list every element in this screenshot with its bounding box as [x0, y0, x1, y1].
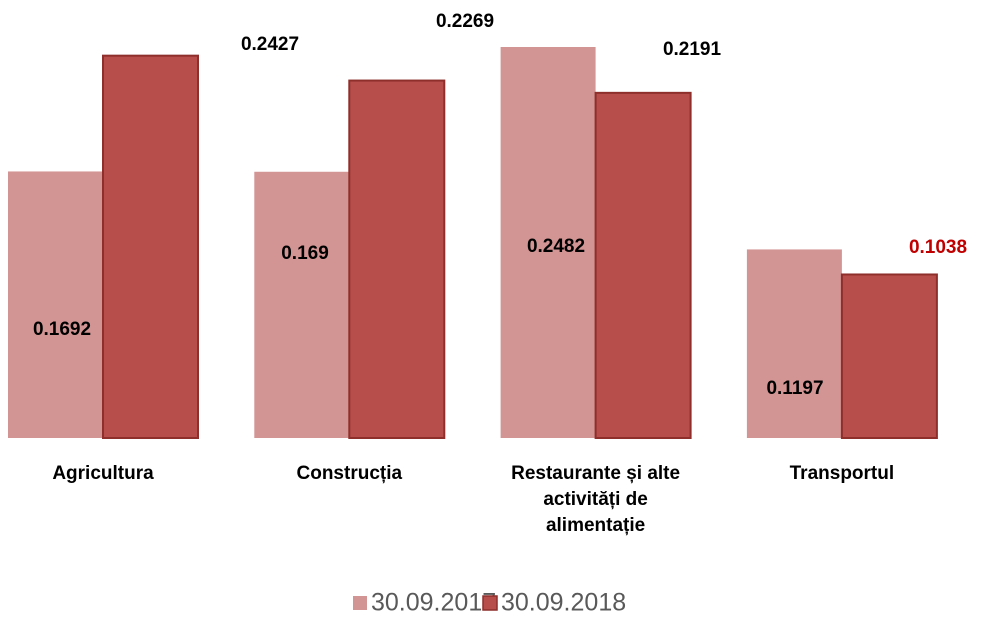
value-label: 0.1692 — [33, 319, 91, 340]
legend-label: 30.09.2018 — [501, 589, 626, 617]
value-label: 0.1197 — [766, 378, 823, 399]
bar — [348, 79, 446, 439]
value-label: 0.169 — [281, 243, 329, 264]
value-label: 0.2482 — [527, 236, 585, 257]
value-label: 0.2427 — [241, 34, 299, 55]
bar — [8, 171, 103, 438]
bar — [102, 54, 199, 439]
bar — [840, 273, 938, 440]
x-tick-label: Agricultura — [52, 463, 154, 484]
bar — [746, 249, 842, 438]
bar — [254, 171, 350, 438]
bar — [594, 91, 692, 439]
legend-label: 30.09.2017 — [371, 589, 496, 617]
legend-swatch — [353, 596, 367, 610]
x-tick-label: Transportul — [789, 463, 895, 484]
value-label: 0.2269 — [436, 11, 494, 32]
legend-swatch — [482, 595, 498, 611]
value-label: 0.2191 — [663, 39, 722, 60]
x-tick-label: Restaurante și alte activități de alimen… — [511, 463, 681, 536]
x-tick-label: Construcția — [296, 463, 403, 484]
bar — [500, 47, 596, 438]
value-label: 0.1038 — [909, 237, 967, 258]
